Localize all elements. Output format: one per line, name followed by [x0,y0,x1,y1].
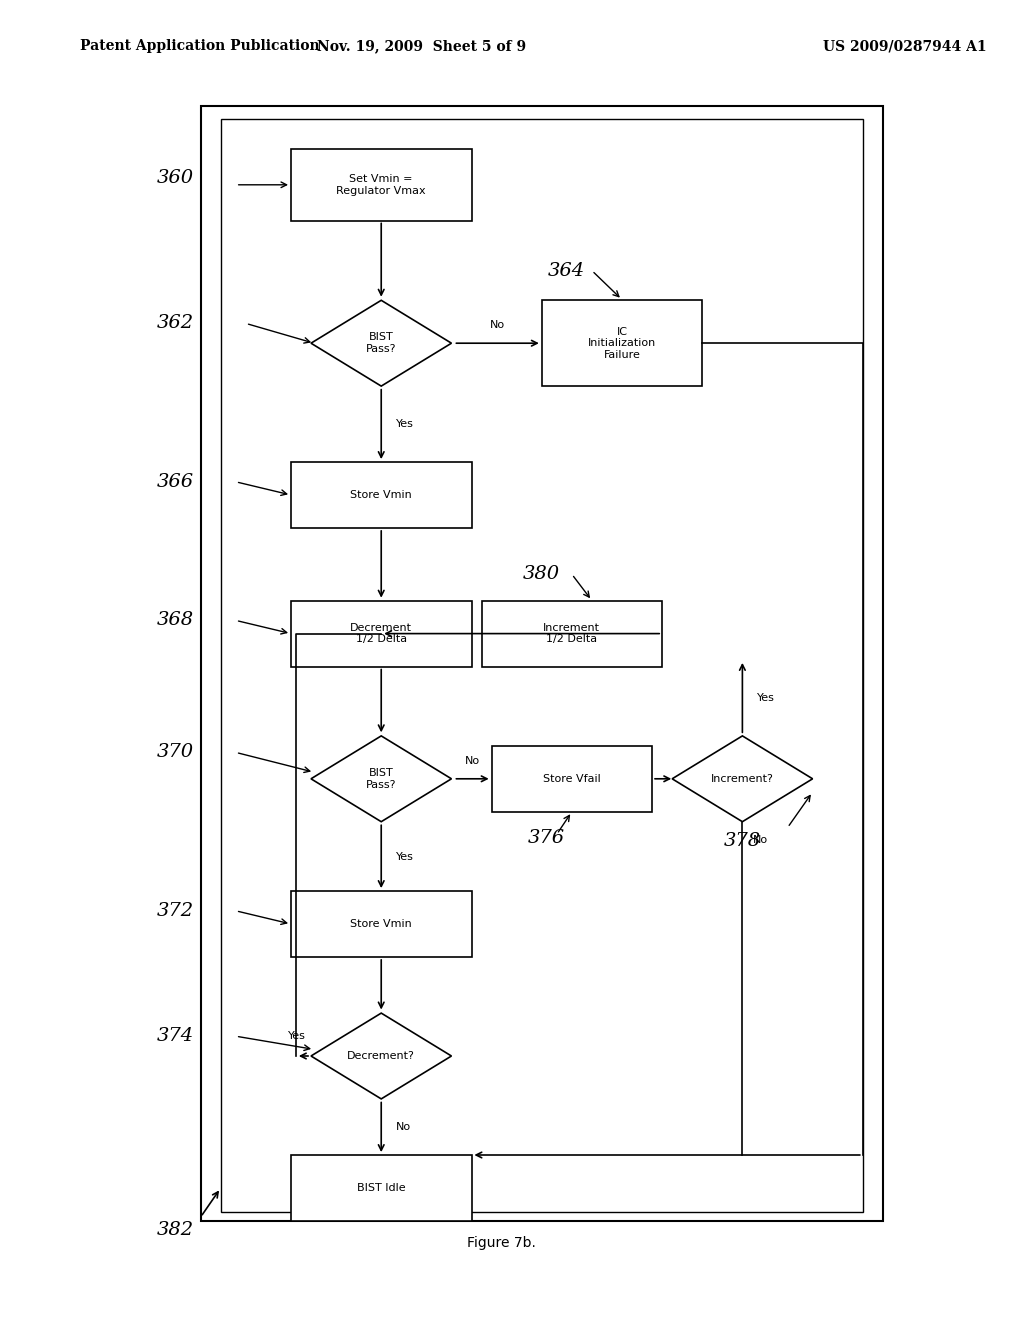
Text: Decrement
1/2 Delta: Decrement 1/2 Delta [350,623,413,644]
Text: BIST Idle: BIST Idle [357,1183,406,1193]
FancyBboxPatch shape [291,891,471,957]
Text: Yes: Yes [758,693,775,702]
Text: Store Vfail: Store Vfail [543,774,601,784]
Text: Set Vmin =
Regulator Vmax: Set Vmin = Regulator Vmax [337,174,426,195]
Text: BIST
Pass?: BIST Pass? [366,333,396,354]
Text: Patent Application Publication: Patent Application Publication [80,40,319,53]
FancyBboxPatch shape [291,149,471,220]
Text: Yes: Yes [396,420,414,429]
Text: Yes: Yes [288,1031,306,1041]
Text: US 2009/0287944 A1: US 2009/0287944 A1 [822,40,986,53]
Text: 370: 370 [157,743,195,762]
Text: 382: 382 [157,1221,195,1239]
Text: Increment?: Increment? [711,774,774,784]
Polygon shape [672,737,813,821]
FancyBboxPatch shape [291,1155,471,1221]
Text: No: No [396,1122,412,1133]
Text: 364: 364 [548,261,586,280]
Text: 374: 374 [157,1027,195,1045]
Text: 376: 376 [528,829,565,847]
Text: Store Vmin: Store Vmin [350,919,412,929]
Text: No: No [753,836,768,845]
Text: 372: 372 [157,902,195,920]
FancyBboxPatch shape [201,106,883,1221]
Text: 360: 360 [157,169,195,187]
Text: 368: 368 [157,611,195,630]
Text: Figure 7b.: Figure 7b. [467,1237,536,1250]
FancyBboxPatch shape [481,601,663,667]
Polygon shape [311,301,452,385]
Text: IC
Initialization
Failure: IC Initialization Failure [588,326,656,360]
Text: No: No [465,755,480,766]
Polygon shape [311,1014,452,1098]
Text: 366: 366 [157,473,195,491]
Text: No: No [490,319,505,330]
Text: 380: 380 [523,565,560,583]
Text: 378: 378 [724,832,761,850]
FancyBboxPatch shape [492,746,652,812]
Text: Decrement?: Decrement? [347,1051,415,1061]
FancyBboxPatch shape [542,301,702,385]
Text: BIST
Pass?: BIST Pass? [366,768,396,789]
Text: 362: 362 [157,314,195,333]
Text: Nov. 19, 2009  Sheet 5 of 9: Nov. 19, 2009 Sheet 5 of 9 [316,40,526,53]
FancyBboxPatch shape [291,462,471,528]
Text: Yes: Yes [396,851,414,862]
Text: Increment
1/2 Delta: Increment 1/2 Delta [544,623,600,644]
Text: Store Vmin: Store Vmin [350,490,412,500]
FancyBboxPatch shape [291,601,471,667]
Polygon shape [311,737,452,821]
